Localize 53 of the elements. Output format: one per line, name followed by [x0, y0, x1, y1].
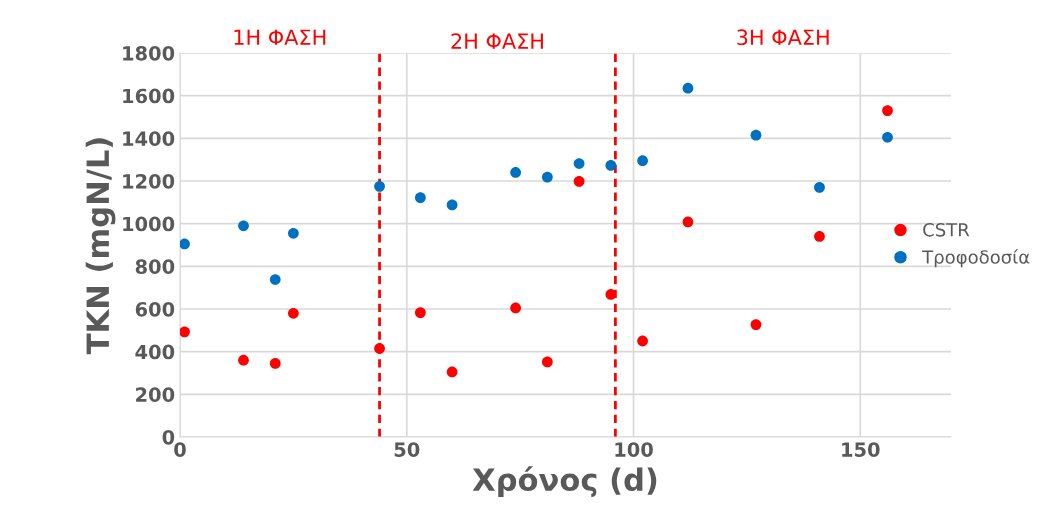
- point: [446, 366, 458, 378]
- text: 3Η ΦΑΣΗ: [737, 29, 829, 46]
- point: [510, 167, 521, 178]
- point: [288, 227, 299, 239]
- y-tick-label: 1800: [123, 45, 175, 61]
- legend-label: Τροφοδοσία: [922, 249, 1030, 268]
- point: [573, 176, 585, 187]
- y-tick-label: 0: [162, 429, 175, 445]
- point: [637, 155, 648, 167]
- point: [605, 160, 617, 171]
- x-tick-label: 50: [394, 442, 420, 457]
- text: 1Η ΦΑΣΗ: [234, 29, 326, 45]
- x-axis-title: Χρόνος (d): [472, 466, 657, 498]
- x-tick-label: 0: [174, 442, 186, 457]
- point: [814, 182, 825, 193]
- y-tick-label: 600: [135, 301, 175, 317]
- y-tick-label: 800: [135, 259, 175, 274]
- point: [510, 302, 521, 314]
- point: [573, 158, 585, 169]
- y-tick-label: 1200: [123, 173, 175, 189]
- point: [750, 319, 762, 330]
- point: [541, 171, 553, 183]
- point: [238, 220, 249, 232]
- legend-label: CSTR: [923, 222, 970, 237]
- y-tick-label: 1000: [123, 216, 175, 232]
- point: [605, 289, 617, 300]
- point: [414, 307, 426, 319]
- point: [446, 199, 458, 211]
- y-tick-label: 1400: [123, 131, 175, 146]
- y-tick-label: 200: [136, 387, 175, 402]
- point: [269, 358, 281, 369]
- point: [269, 274, 281, 285]
- point: [682, 82, 694, 94]
- text: 2Η ΦΑΣΗ: [451, 33, 543, 49]
- point: [414, 192, 426, 204]
- point: [882, 105, 893, 116]
- point: [750, 129, 762, 141]
- point: [637, 335, 648, 347]
- point: [814, 231, 825, 242]
- point: [374, 180, 385, 192]
- x-tick-label: 150: [842, 442, 880, 457]
- y-axis-title: TKN (mgN/L): [85, 138, 116, 355]
- point: [374, 343, 385, 354]
- y-tick-label: 1600: [123, 88, 175, 104]
- point: [180, 238, 190, 250]
- point: [541, 356, 553, 368]
- point: [882, 131, 893, 143]
- point: [288, 307, 299, 319]
- x-tick-label: 100: [615, 442, 653, 457]
- y-tick-label: 400: [135, 344, 175, 360]
- point: [682, 216, 694, 228]
- point: [180, 326, 190, 338]
- point: [238, 354, 249, 366]
